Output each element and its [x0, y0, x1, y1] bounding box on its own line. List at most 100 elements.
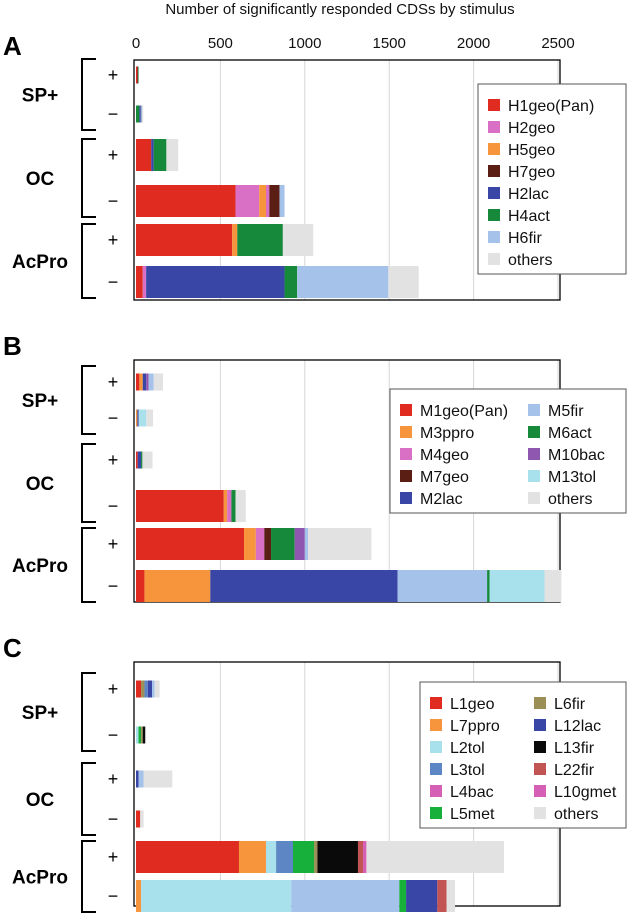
bar-segment — [136, 726, 139, 744]
group-bracket — [81, 762, 96, 836]
legend-swatch — [488, 209, 500, 221]
legend-label: M13tol — [548, 469, 596, 486]
legend-label: others — [554, 806, 598, 823]
legend-swatch — [430, 719, 442, 731]
bar-segment — [284, 266, 298, 298]
legend-swatch — [488, 187, 500, 199]
bar-segment — [136, 224, 233, 256]
bar-segment — [276, 841, 293, 873]
legend-swatch — [400, 492, 412, 504]
bar-segment — [259, 185, 266, 217]
bar-segment — [314, 841, 318, 873]
bar-segment — [166, 139, 179, 171]
x-tick-label: 500 — [208, 35, 233, 52]
direction-label: − — [108, 886, 119, 906]
bar-segment — [140, 810, 144, 828]
legend-swatch — [488, 165, 500, 177]
legend-label: L1geo — [450, 696, 495, 713]
panel-label: B — [3, 331, 22, 361]
bar-segment — [446, 880, 456, 912]
legend-swatch — [430, 763, 442, 775]
group-bracket — [81, 840, 96, 913]
legend-label: L7ppro — [450, 718, 500, 735]
bar-segment — [146, 373, 149, 391]
legend-label: others — [508, 252, 552, 269]
bar-segment — [363, 841, 367, 873]
direction-label: + — [108, 769, 119, 789]
legend-swatch — [488, 231, 500, 243]
group-bracket — [81, 223, 96, 299]
bar-segment — [144, 570, 211, 602]
figure-title: Number of significantly responded CDSs b… — [165, 1, 514, 18]
top-axis: 0 500 1000 1500 2000 2500 — [132, 35, 575, 52]
bar-segment — [137, 409, 139, 427]
bar-segment — [142, 451, 153, 469]
panel-B: B SP+ + − OC + − AcPro + − M1geo(Pan) M3ppro M4geo M7… — [3, 331, 627, 603]
bar-segment — [264, 528, 272, 560]
group-bracket — [81, 365, 96, 435]
bar-segment — [153, 139, 167, 171]
bar-segment — [366, 841, 504, 873]
bar-segment — [141, 680, 145, 698]
direction-label: + — [108, 847, 119, 867]
bar-segment — [388, 266, 419, 298]
bar-segment — [148, 373, 154, 391]
bar-segment — [255, 528, 265, 560]
legend-label: L6fir — [554, 696, 586, 713]
legend-label: M2lac — [420, 491, 463, 508]
bar-segment — [136, 490, 224, 522]
group-bracket — [81, 527, 96, 603]
bar-segment — [144, 680, 148, 698]
direction-label: − — [108, 104, 119, 124]
bar-segment — [232, 224, 238, 256]
legend: H1geo(Pan) H2geo H5geo H7geo H2lac H4act H6fir… — [477, 83, 627, 275]
bar-segment — [297, 266, 389, 298]
bar-segment — [146, 409, 154, 427]
bar-segment — [265, 841, 277, 873]
bar-segment — [147, 680, 153, 698]
legend-swatch — [488, 143, 500, 155]
bar-segment — [151, 139, 154, 171]
x-tick-label: 1500 — [373, 35, 406, 52]
bar-segment — [138, 770, 144, 788]
bar-segment — [146, 266, 285, 298]
legend-label: L5met — [450, 806, 495, 823]
bar-segment — [154, 680, 160, 698]
bar-segment — [139, 105, 141, 123]
bar-segment — [138, 726, 142, 744]
group-label: SP+ — [22, 703, 58, 724]
bar-segment — [304, 528, 309, 560]
bar-segment — [136, 680, 142, 698]
bar-segment — [271, 528, 295, 560]
legend-box — [477, 83, 627, 275]
x-tick-label: 1000 — [288, 35, 321, 52]
bar-segment — [136, 66, 138, 84]
legend: M1geo(Pan) M3ppro M4geo M7geo M2lac M5fir M6ac… — [389, 388, 627, 514]
legend-swatch — [488, 121, 500, 133]
bar-segment — [265, 185, 270, 217]
bar-segment — [136, 770, 139, 788]
group-label: OC — [26, 790, 55, 811]
group-bracket — [81, 138, 96, 218]
bar-segment — [141, 880, 292, 912]
bar-segment — [142, 373, 147, 391]
bar-segment — [269, 185, 280, 217]
bar-segment — [136, 409, 138, 427]
direction-label: + — [108, 534, 119, 554]
direction-label: − — [108, 191, 119, 211]
legend-label: L4bac — [450, 784, 494, 801]
group-label: OC — [26, 474, 55, 495]
bar-segment — [317, 841, 358, 873]
bar-segment — [237, 224, 283, 256]
legend-swatch — [534, 741, 546, 753]
group-bracket — [81, 58, 96, 131]
bar-segment — [136, 528, 245, 560]
legend-swatch — [534, 763, 546, 775]
bar-segment — [292, 841, 315, 873]
group-bracket — [81, 443, 96, 523]
bar-segment — [136, 185, 236, 217]
bar-segment — [136, 570, 145, 602]
legend-swatch — [488, 253, 500, 265]
bar-segment — [487, 570, 490, 602]
